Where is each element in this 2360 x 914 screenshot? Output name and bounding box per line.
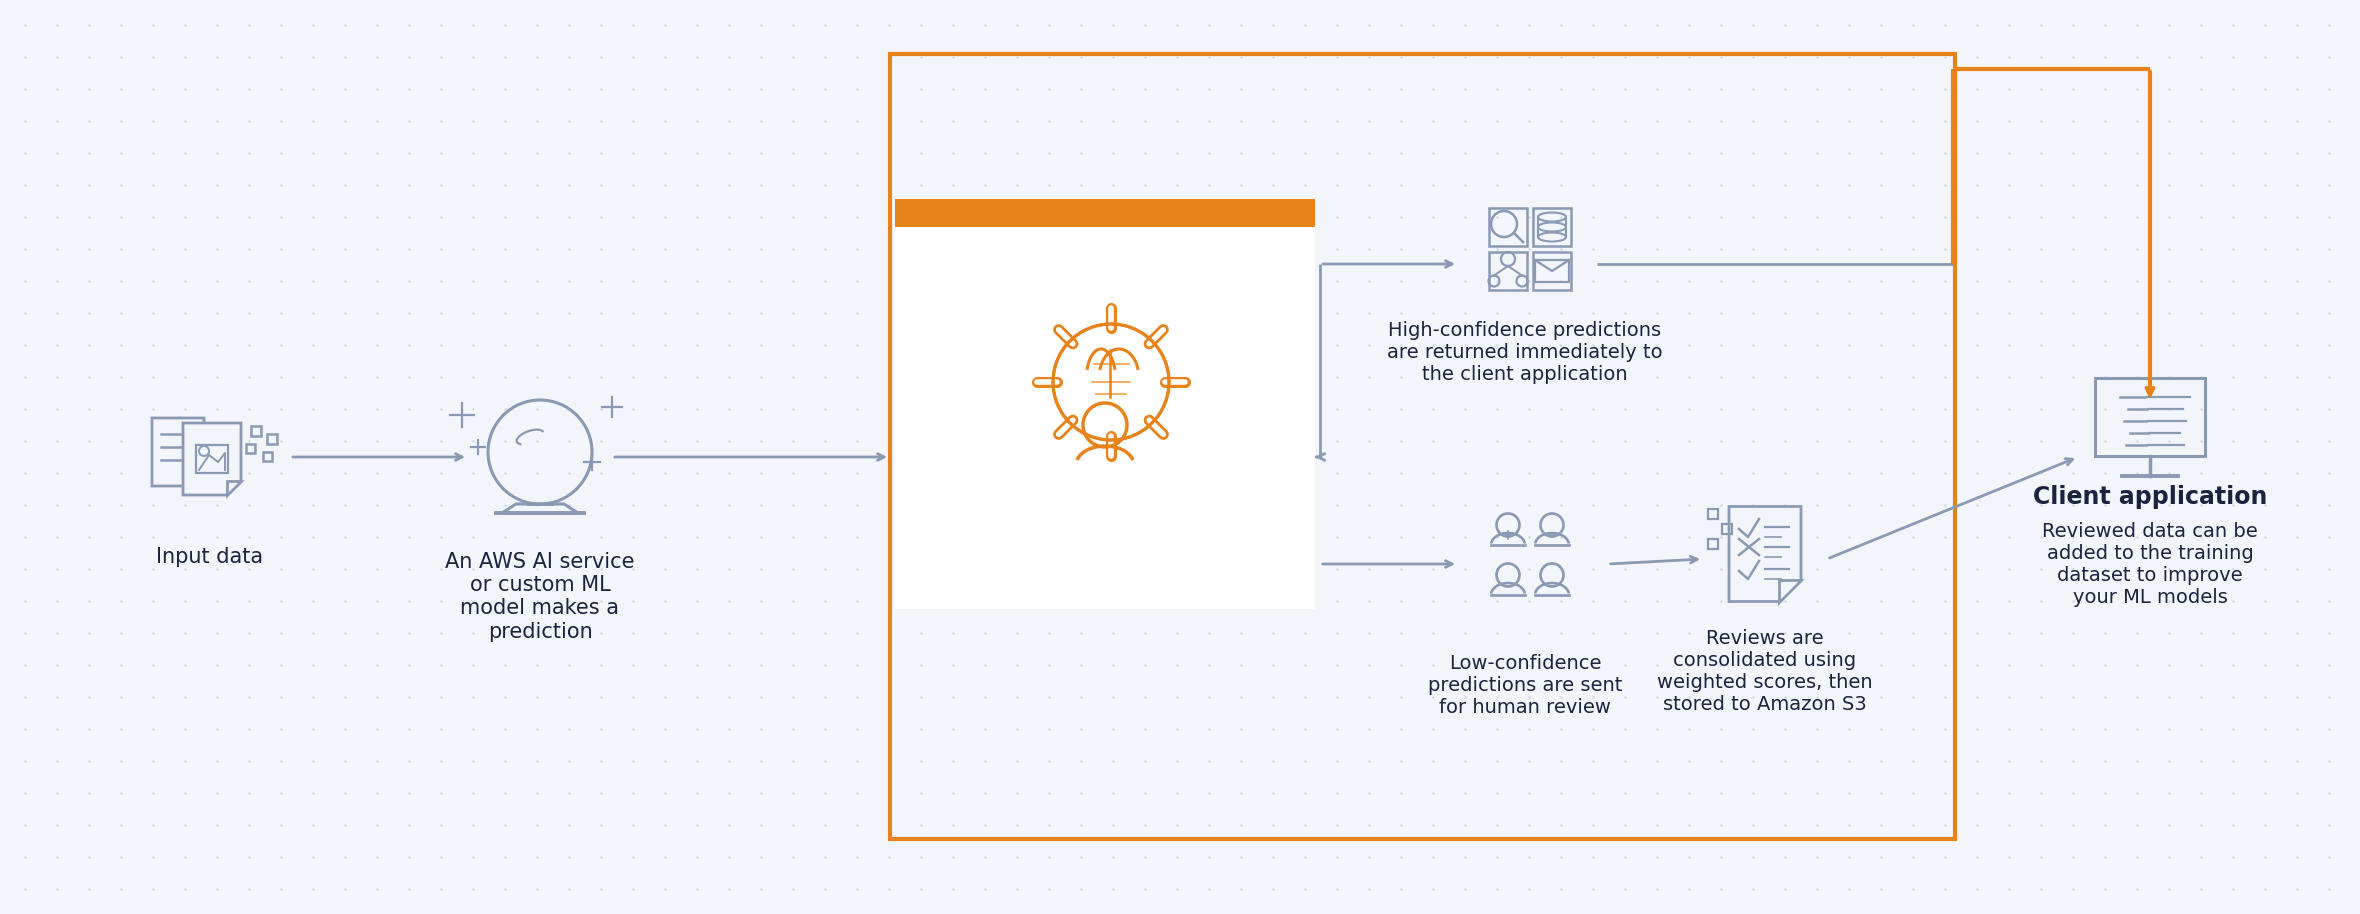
Bar [1709,539,1718,549]
Bar [1534,252,1572,290]
Text: Reviewed data can be
added to the training
dataset to improve
your ML models: Reviewed data can be added to the traini… [2041,522,2259,607]
Bar [894,199,1315,609]
Polygon shape [1730,506,1801,601]
Bar [1534,208,1572,246]
Bar [2096,378,2204,456]
Polygon shape [227,481,241,495]
Bar [1709,509,1718,519]
Text: Client application: Client application [2032,485,2268,509]
Text: Reviews are
consolidated using
weighted scores, then
stored to Amazon S3: Reviews are consolidated using weighted … [1657,629,1874,714]
Bar [250,426,262,436]
Bar [1723,524,1732,534]
Polygon shape [151,418,203,486]
Text: An AWS AI service
or custom ML
model makes a
prediction: An AWS AI service or custom ML model mak… [446,552,635,642]
Bar [1489,252,1527,290]
Polygon shape [184,423,241,495]
Bar [890,54,1954,839]
Bar [245,444,255,453]
Bar [894,199,1315,227]
Polygon shape [191,472,203,486]
Bar [262,452,271,462]
Text: Low-confidence
predictions are sent
for human review: Low-confidence predictions are sent for … [1428,654,1621,717]
Bar [267,434,276,444]
Text: Input data: Input data [156,547,264,567]
Bar [196,445,229,473]
Bar [1489,208,1527,246]
Text: High-confidence predictions
are returned immediately to
the client application: High-confidence predictions are returned… [1388,321,1664,384]
Polygon shape [1779,579,1801,601]
Text: Amazon Augmented AI: Amazon Augmented AI [953,569,1256,593]
Bar [1534,260,1569,282]
